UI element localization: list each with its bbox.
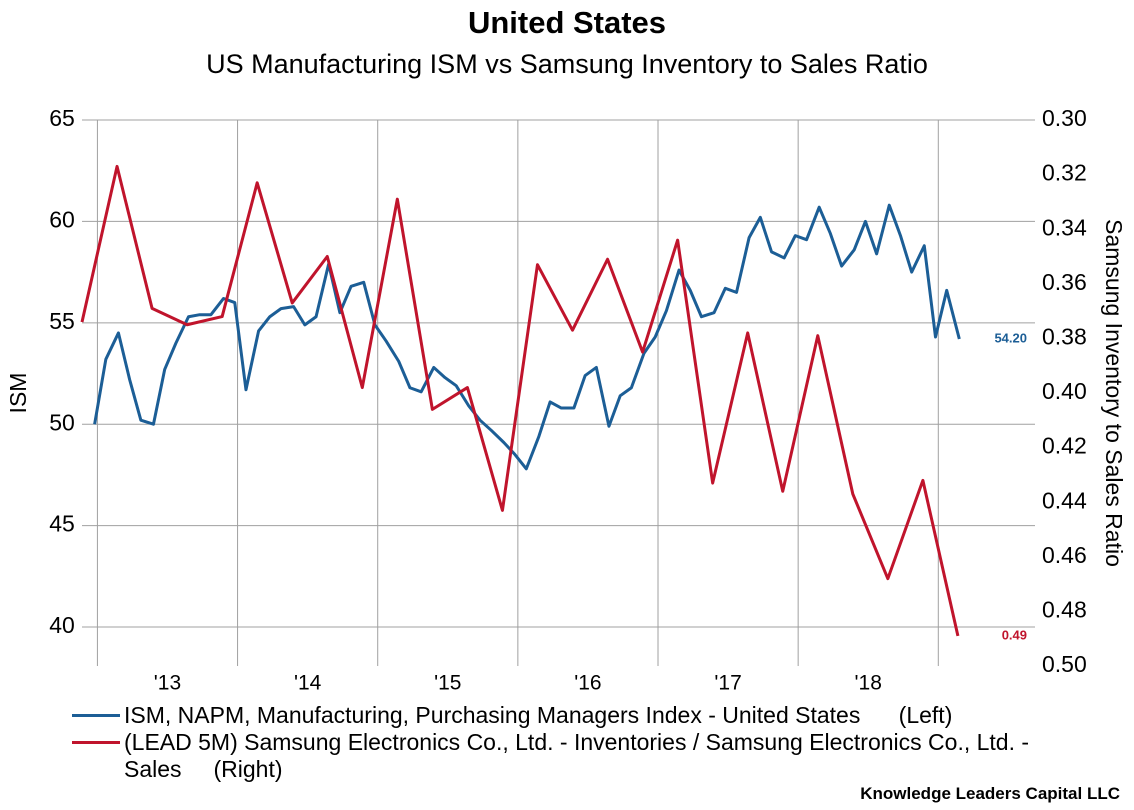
y2-tick-label: 0.48 (1042, 596, 1087, 622)
y2-tick-label: 0.40 (1042, 378, 1087, 404)
y-tick-label: 65 (49, 105, 75, 131)
y2-tick-label: 0.44 (1042, 487, 1087, 513)
y-tick-label: 55 (49, 308, 75, 334)
y2-tick-label: 0.32 (1042, 160, 1087, 186)
x-tick-label: '17 (714, 672, 741, 695)
y2-tick-label: 0.50 (1042, 651, 1087, 677)
y2-tick-label: 0.42 (1042, 433, 1087, 459)
legend: ISM, NAPM, Manufacturing, Purchasing Man… (70, 702, 1060, 783)
source-note: Knowledge Leaders Capital LLC (860, 784, 1120, 803)
value-label: 0.49 (1002, 627, 1027, 642)
x-tick-label: '16 (574, 672, 601, 695)
x-tick-label: '15 (434, 672, 461, 695)
y2-axis-label: Samsung Inventory to Sales Ratio (1101, 219, 1127, 567)
x-tick-label: '18 (855, 672, 882, 695)
x-tick-label: '14 (294, 672, 322, 695)
y2-tick-label: 0.36 (1042, 269, 1087, 295)
y-tick-label: 50 (49, 409, 75, 435)
y2-tick-label: 0.30 (1042, 105, 1087, 131)
legend-label: (LEAD 5M) Samsung Electronics Co., Ltd. … (124, 729, 1036, 782)
legend-item: (LEAD 5M) Samsung Electronics Co., Ltd. … (70, 729, 1060, 783)
chart-subtitle: US Manufacturing ISM vs Samsung Inventor… (206, 49, 928, 79)
x-tick-label: '13 (154, 672, 181, 695)
chart-title: United States (468, 5, 666, 40)
legend-swatch (72, 741, 120, 744)
y2-tick-label: 0.46 (1042, 542, 1087, 568)
legend-swatch (72, 714, 120, 717)
series-line (93, 203, 961, 471)
y-tick-label: 45 (49, 511, 75, 537)
y2-tick-label: 0.34 (1042, 214, 1087, 240)
value-label: 54.20 (994, 330, 1027, 345)
legend-item: ISM, NAPM, Manufacturing, Purchasing Man… (70, 702, 1060, 729)
series-line (80, 164, 960, 637)
y-axis-label: ISM (5, 373, 31, 414)
y-tick-label: 40 (49, 612, 75, 638)
legend-label: ISM, NAPM, Manufacturing, Purchasing Man… (124, 702, 953, 728)
y2-tick-label: 0.38 (1042, 323, 1087, 349)
y-tick-label: 60 (49, 206, 75, 232)
